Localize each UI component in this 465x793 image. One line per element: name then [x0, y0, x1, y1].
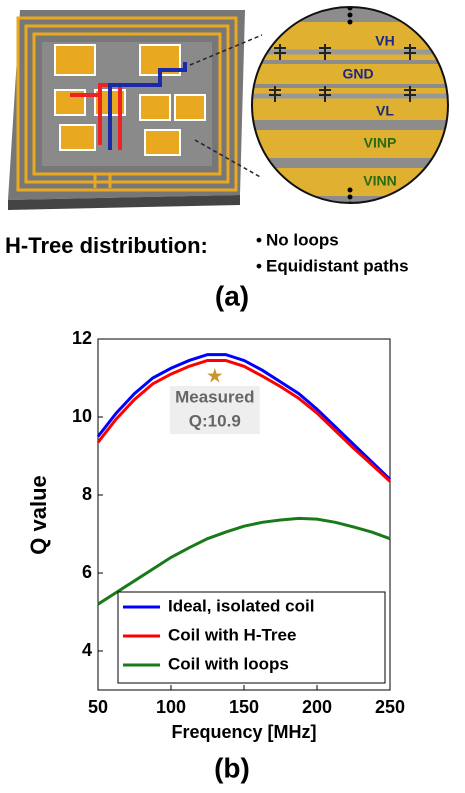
- legend-label: Coil with loops: [168, 654, 289, 673]
- x-tick-label: 250: [375, 697, 405, 717]
- y-tick-label: 4: [82, 640, 92, 660]
- rail-label: VH: [375, 33, 394, 49]
- annotation: Q:10.9: [189, 412, 241, 431]
- bullet-mark: •: [256, 230, 262, 249]
- caption: H-Tree distribution:: [5, 233, 208, 258]
- y-tick-label: 12: [72, 328, 92, 348]
- y-tick-label: 8: [82, 484, 92, 504]
- annotation: Measured: [175, 388, 254, 407]
- y-tick-label: 6: [82, 562, 92, 582]
- y-axis-title: Q value: [26, 475, 51, 554]
- rail-label: VINN: [363, 173, 396, 189]
- bullet: No loops: [266, 230, 339, 249]
- legend-label: Coil with H-Tree: [168, 625, 296, 644]
- panel-label: (a): [215, 280, 249, 311]
- x-tick-label: 200: [302, 697, 332, 717]
- rail-label: VL: [376, 103, 394, 119]
- bullet-mark: •: [256, 256, 262, 275]
- rail-label: VINP: [364, 135, 397, 151]
- y-tick-label: 10: [72, 406, 92, 426]
- legend-label: Ideal, isolated coil: [168, 596, 314, 615]
- figure: VH GND VL VINP VINN H-Tree distribution:…: [0, 0, 465, 793]
- x-tick-label: 50: [88, 697, 108, 717]
- rail-label: GND: [342, 66, 373, 82]
- x-tick-label: 100: [156, 697, 186, 717]
- panel-label: (b): [214, 752, 250, 783]
- chip-illustration: [8, 10, 262, 210]
- x-tick-label: 150: [229, 697, 259, 717]
- bullet: Equidistant paths: [266, 256, 409, 275]
- x-axis-title: Frequency [MHz]: [171, 722, 316, 742]
